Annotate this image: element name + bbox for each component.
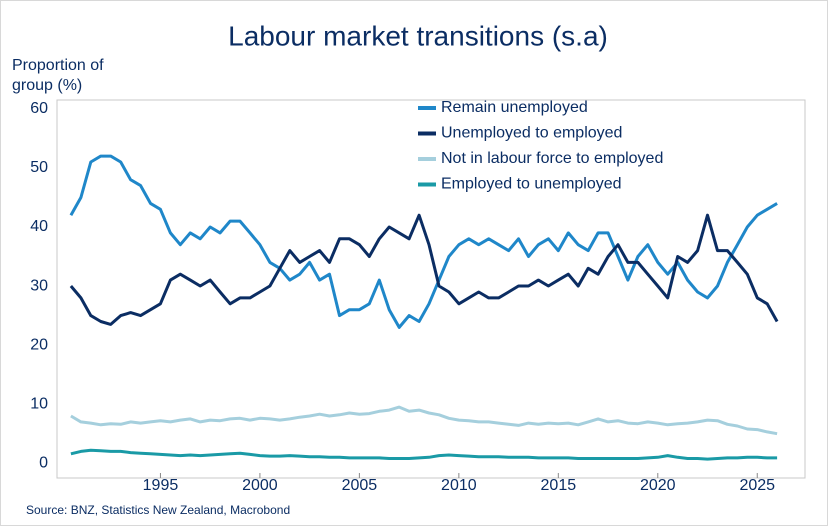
plot-area (56, 99, 806, 479)
legend-label: Employed to unemployed (441, 176, 622, 193)
y-tick-label: 0 (39, 454, 48, 471)
y-tick-label: 10 (30, 395, 48, 412)
series-line (70, 405, 778, 436)
x-tick-label: 1995 (143, 477, 179, 494)
x-tick-label: 2025 (739, 477, 775, 494)
y-tick-label: 50 (30, 159, 48, 176)
x-tick-label: 2020 (640, 477, 676, 494)
y-axis-label: group (%) (12, 77, 82, 94)
x-tick-label: 2005 (342, 477, 378, 494)
legend-label: Not in labour force to employed (441, 150, 663, 167)
x-tick-label: 2015 (541, 477, 577, 494)
y-axis-label: Proportion of (12, 57, 104, 74)
series-line (70, 448, 778, 461)
legend-label: Unemployed to employed (441, 125, 622, 142)
series-line (69, 154, 778, 329)
series-line (69, 213, 779, 326)
y-tick-label: 60 (30, 100, 48, 117)
y-tick-label: 20 (30, 336, 48, 353)
y-tick-label: 40 (30, 218, 48, 235)
legend-label: Remain unemployed (441, 99, 588, 116)
x-tick-label: 2010 (441, 477, 477, 494)
x-tick-label: 2000 (242, 477, 278, 494)
y-tick-label: 30 (30, 277, 48, 294)
source: Source: BNZ, Statistics New Zealand, Mac… (26, 503, 290, 517)
chart-title: Labour market transitions (s.a) (228, 20, 608, 51)
